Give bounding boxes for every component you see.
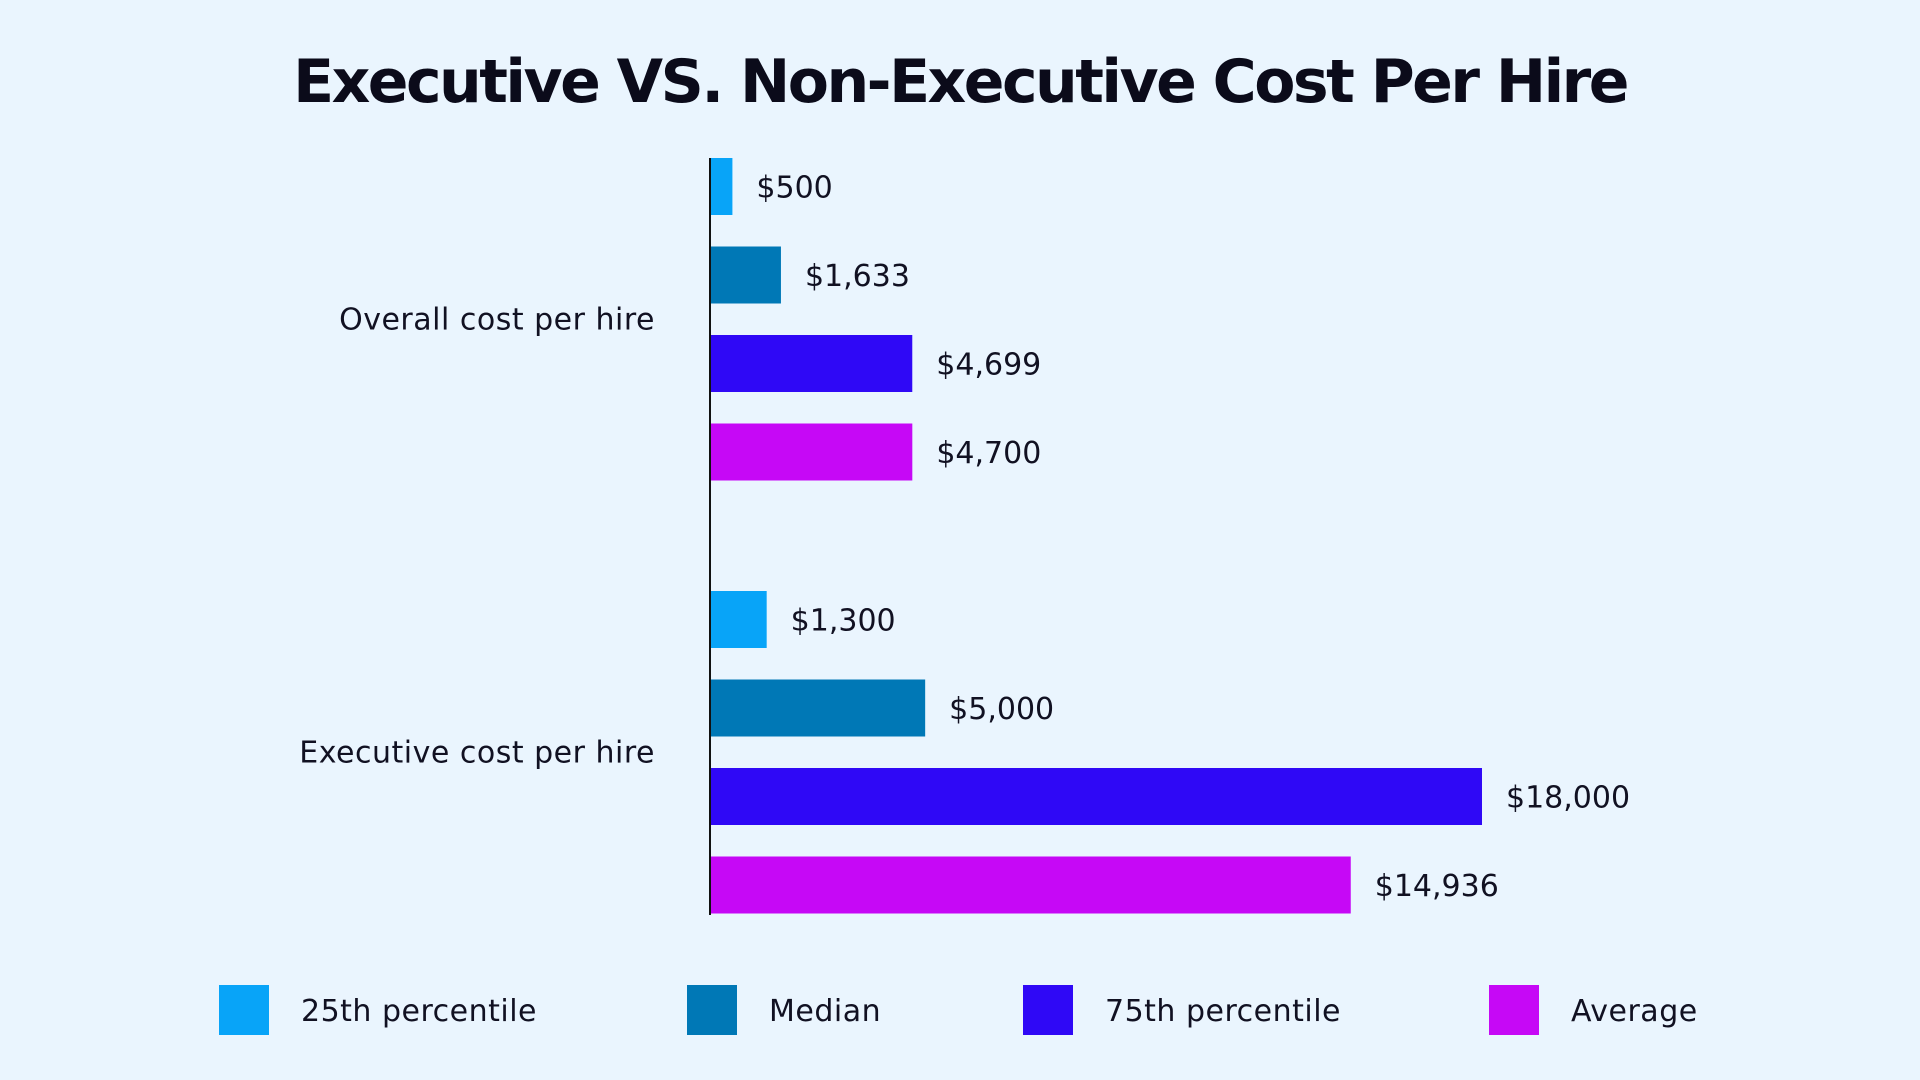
bar-25th-percentile (711, 591, 767, 648)
bar-average (711, 423, 913, 481)
value-label: $500 (756, 171, 832, 206)
legend-label: 25th percentile (301, 994, 537, 1029)
value-label: $18,000 (1506, 781, 1630, 816)
legend-label: Median (769, 994, 881, 1029)
legend-label: 75th percentile (1105, 994, 1341, 1029)
legend-swatch (219, 985, 269, 1035)
value-labels-layer: $500 $1,633 $4,699 $4,700 $1,300 $5,000 $18,00… (756, 171, 1630, 905)
chart-title: Executive VS. Non-Executive Cost Per Hir… (293, 47, 1627, 117)
legend-swatch (687, 985, 737, 1035)
bar-average (711, 856, 1351, 914)
legend-swatch (1489, 985, 1539, 1035)
bar-median (711, 246, 781, 304)
value-label: $5,000 (949, 692, 1054, 727)
bar-75th-percentile (711, 768, 1482, 825)
bar-25th-percentile (711, 158, 733, 215)
category-labels-layer: Overall cost per hire Executive cost per … (299, 302, 655, 770)
value-label: $1,300 (791, 604, 896, 639)
value-label: $4,699 (936, 348, 1041, 383)
bar-median (711, 679, 926, 737)
category-label: Overall cost per hire (339, 302, 655, 337)
bar-75th-percentile (711, 335, 913, 392)
legend-label: Average (1571, 994, 1698, 1029)
value-label: $14,936 (1375, 869, 1499, 904)
value-label: $1,633 (805, 259, 910, 294)
legend: 25th percentile Median 75th percentile Aver… (219, 985, 1698, 1035)
value-label: $4,700 (936, 436, 1041, 471)
legend-swatch (1023, 985, 1073, 1035)
bars-layer (711, 158, 1482, 914)
category-label: Executive cost per hire (299, 735, 655, 770)
